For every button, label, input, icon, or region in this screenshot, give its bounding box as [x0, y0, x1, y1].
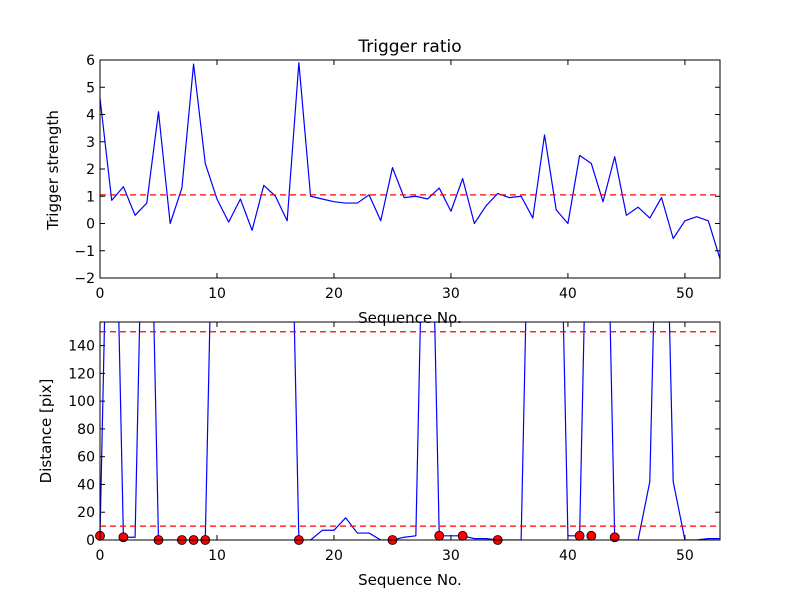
- axes-frame: [99, 321, 721, 541]
- trigger-series-group: [100, 62, 720, 260]
- y-tick-label: 6: [86, 53, 95, 69]
- x-tick-label: 0: [96, 286, 105, 302]
- data-point-marker: [586, 530, 597, 541]
- y-tick-label: 20: [77, 505, 95, 521]
- y-tick-label: −2: [74, 271, 95, 287]
- data-point-marker: [118, 532, 129, 543]
- y-tick-label: 40: [77, 477, 95, 493]
- y-tick-label: −1: [74, 244, 95, 260]
- distance-axes: 0 10 20 30 40 50 0 20 40 60 80 100 120 140: [68, 321, 721, 564]
- distance-markers-group: [95, 530, 620, 545]
- x-tick-label: 50: [676, 548, 694, 564]
- x-tick-label: 50: [676, 286, 694, 302]
- series-line: [100, 322, 720, 540]
- chart-title: Trigger ratio: [357, 37, 461, 57]
- x-tick-label: 0: [96, 548, 105, 564]
- y-tick-label: 5: [86, 80, 95, 96]
- y-tick-label: 1: [86, 189, 95, 205]
- x-tick-label: 20: [325, 548, 343, 564]
- data-point-marker: [434, 530, 445, 541]
- y-tick-label: 0: [86, 533, 95, 549]
- series-line: [100, 62, 720, 260]
- data-point-marker: [609, 532, 620, 543]
- y-tick-label: 120: [68, 366, 95, 382]
- y-tick-label: 0: [86, 217, 95, 233]
- x-axis-label: Sequence No.: [358, 571, 462, 589]
- y-tick-label: 140: [68, 339, 95, 355]
- y-tick-label: 80: [77, 422, 95, 438]
- x-tick-label: 30: [442, 548, 460, 564]
- y-axis-label: Distance [pix]: [37, 379, 55, 484]
- data-point-marker: [574, 530, 585, 541]
- x-axis-label: Sequence No.: [358, 309, 462, 327]
- trigger-axes: 0 10 20 30 40 50 −2 −1 0 1 2 3 4 5 6: [74, 53, 721, 302]
- x-tick-label: 40: [559, 548, 577, 564]
- x-tick-label: 30: [442, 286, 460, 302]
- x-tick-label: 10: [208, 548, 226, 564]
- distance-chart: 0 10 20 30 40 50 0 20 40 60 80 100 120 140 Sequence N…: [37, 321, 721, 589]
- x-tick-label: 10: [208, 286, 226, 302]
- distance-series-group: [100, 322, 720, 540]
- data-point-marker: [457, 530, 468, 541]
- y-tick-label: 100: [68, 394, 95, 410]
- y-tick-label: 4: [86, 108, 95, 124]
- x-tick-label: 20: [325, 286, 343, 302]
- trigger-ratio-chart: Trigger ratio 0 10 20 30 40 50 −2 −1 0 1 2 3 4 5 6 Seq…: [44, 37, 721, 327]
- y-tick-label: 60: [77, 450, 95, 466]
- y-axis-label: Trigger strength: [44, 110, 62, 231]
- x-tick-label: 40: [559, 286, 577, 302]
- y-tick-label: 3: [86, 135, 95, 151]
- distance-reference-lines: [100, 331, 720, 527]
- y-tick-label: 2: [86, 162, 95, 178]
